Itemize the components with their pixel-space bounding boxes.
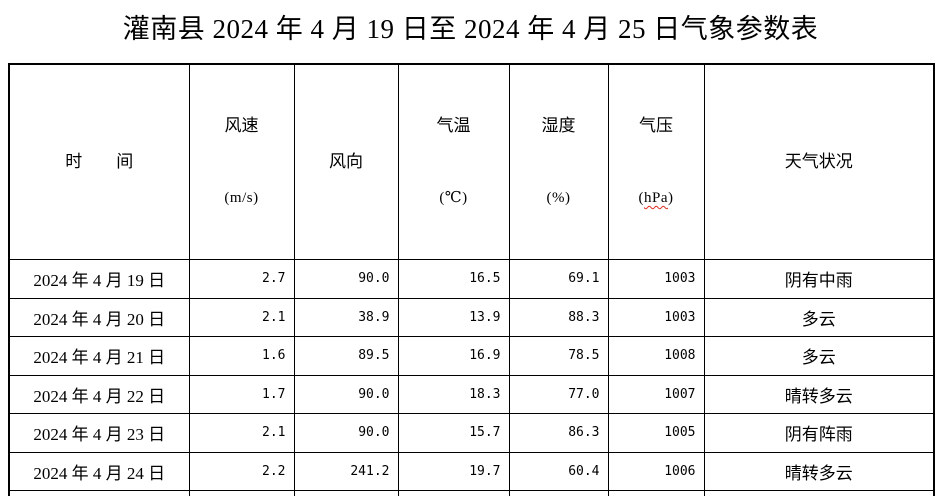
date-cell: 2024 年 4 月 20 日 — [8, 297, 190, 338]
header-wind-speed-unit: (m/s) — [224, 190, 259, 207]
date-cell: 2024 年 4 月 23 日 — [8, 413, 190, 453]
table-row: 2024 年 4 月 21 日 1.6 89.5 16.9 78.5 1008 … — [8, 336, 935, 376]
weather-cell: 多云 — [703, 297, 935, 338]
header-weather: 天气状况 — [703, 63, 935, 261]
header-temperature: 气温 (℃) — [397, 63, 510, 261]
header-weather-label: 天气状况 — [784, 151, 853, 171]
header-temperature-label: 气温 — [436, 116, 471, 136]
header-wind-speed-label: 风速 — [224, 116, 259, 136]
weather-cell: 多云 — [703, 336, 935, 376]
date-cell: 2024 年 4 月 24 日 — [8, 451, 190, 492]
wind-speed-cell: 2.2 — [188, 451, 295, 492]
header-time: 时 间 — [8, 63, 190, 261]
table-row: 2024 年 4 月 19 日 2.7 90.0 16.5 69.1 1003 … — [8, 259, 935, 299]
humidity-cell: 54.8 — [508, 490, 609, 496]
weather-table: 时 间 风速 (m/s) 风向 气温 (℃) 湿度 (%) 气压 (hPa) — [8, 63, 935, 496]
date-cell: 2024 年 4 月 21 日 — [8, 336, 190, 376]
pressure-unit-paren-close: ) — [668, 190, 674, 207]
weather-cell: 阴有阵雨 — [703, 413, 935, 453]
wind-direction-cell: 90.0 — [293, 259, 399, 299]
wind-direction-cell: 38.9 — [293, 297, 399, 338]
temperature-cell: 18.3 — [397, 374, 510, 415]
date-cell: 2024 年 4 月 22 日 — [8, 374, 190, 415]
humidity-cell: 78.5 — [508, 336, 609, 376]
header-pressure: 气压 (hPa) — [607, 63, 705, 261]
header-pressure-label: 气压 — [639, 116, 673, 136]
pressure-cell: 1006 — [607, 451, 705, 492]
table-header-row: 时 间 风速 (m/s) 风向 气温 (℃) 湿度 (%) 气压 (hPa) — [8, 63, 935, 261]
header-temperature-unit: (℃) — [439, 190, 468, 207]
table-row: 2024 年 4 月 25 日 2.6 90.0 21.5 54.8 1004 … — [8, 490, 935, 496]
temperature-cell: 19.7 — [397, 451, 510, 492]
date-cell: 2024 年 4 月 25 日 — [8, 490, 190, 496]
table-row: 2024 年 4 月 23 日 2.1 90.0 15.7 86.3 1005 … — [8, 413, 935, 453]
humidity-cell: 86.3 — [508, 413, 609, 453]
wind-speed-cell: 1.6 — [188, 336, 295, 376]
table-row: 2024 年 4 月 20 日 2.1 38.9 13.9 88.3 1003 … — [8, 297, 935, 338]
header-wind-speed: 风速 (m/s) — [188, 63, 295, 261]
pressure-unit-text-spellcheck: hPa — [644, 190, 668, 207]
table-row: 2024 年 4 月 24 日 2.2 241.2 19.7 60.4 1006… — [8, 451, 935, 492]
weather-cell: 晴转多云 — [703, 451, 935, 492]
wind-direction-cell: 90.0 — [293, 374, 399, 415]
weather-cell: 阴有中雨 — [703, 259, 935, 299]
temperature-cell: 16.9 — [397, 336, 510, 376]
wind-speed-cell: 2.1 — [188, 297, 295, 338]
header-pressure-unit: (hPa) — [609, 188, 703, 210]
pressure-cell: 1005 — [607, 413, 705, 453]
pressure-cell: 1007 — [607, 374, 705, 415]
humidity-cell: 88.3 — [508, 297, 609, 338]
temperature-cell: 13.9 — [397, 297, 510, 338]
weather-cell: 晴转多云 — [703, 374, 935, 415]
wind-speed-cell: 2.1 — [188, 413, 295, 453]
header-humidity: 湿度 (%) — [508, 63, 609, 261]
header-humidity-unit: (%) — [546, 190, 571, 207]
temperature-cell: 16.5 — [397, 259, 510, 299]
wind-speed-cell: 1.7 — [188, 374, 295, 415]
date-cell: 2024 年 4 月 19 日 — [8, 259, 190, 299]
header-humidity-label: 湿度 — [541, 116, 576, 136]
wind-direction-cell: 241.2 — [293, 451, 399, 492]
pressure-cell: 1004 — [607, 490, 705, 496]
wind-direction-cell: 90.0 — [293, 413, 399, 453]
wind-speed-cell: 2.6 — [188, 490, 295, 496]
wind-direction-cell: 90.0 — [293, 490, 399, 496]
pressure-unit-paren-open: ( — [638, 190, 644, 207]
temperature-cell: 15.7 — [397, 413, 510, 453]
wind-direction-cell: 89.5 — [293, 336, 399, 376]
pressure-cell: 1003 — [607, 297, 705, 338]
humidity-cell: 60.4 — [508, 451, 609, 492]
header-wind-direction-label: 风向 — [329, 151, 363, 171]
temperature-cell: 21.5 — [397, 490, 510, 496]
weather-cell: 晴转多云 — [703, 490, 935, 496]
pressure-cell: 1003 — [607, 259, 705, 299]
page-title: 灌南县 2024 年 4 月 19 日至 2024 年 4 月 25 日气象参数… — [122, 14, 819, 44]
table-row: 2024 年 4 月 22 日 1.7 90.0 18.3 77.0 1007 … — [8, 374, 935, 415]
humidity-cell: 69.1 — [508, 259, 609, 299]
wind-speed-cell: 2.7 — [188, 259, 295, 299]
humidity-cell: 77.0 — [508, 374, 609, 415]
pressure-cell: 1008 — [607, 336, 705, 376]
header-time-label: 时 间 — [65, 151, 134, 171]
header-wind-direction: 风向 — [293, 63, 399, 261]
